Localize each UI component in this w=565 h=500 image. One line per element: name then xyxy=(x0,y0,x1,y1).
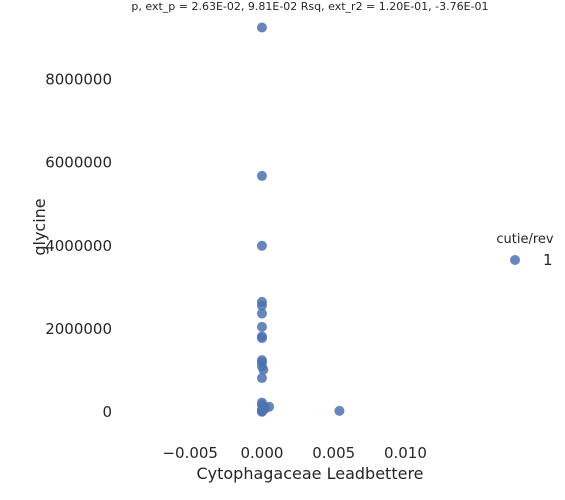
x-tick-label: 0.000 xyxy=(240,444,283,462)
x-axis-ticks: −0.005 0.000 0.005 0.010 xyxy=(162,444,426,462)
data-point xyxy=(256,406,267,417)
legend-title: cutie/rev xyxy=(496,232,554,247)
y-tick-label: 8000000 xyxy=(45,70,112,88)
y-axis-ticks: 0 2000000 4000000 6000000 8000000 xyxy=(45,70,112,421)
data-point xyxy=(256,240,267,251)
legend-marker xyxy=(510,255,520,265)
data-point xyxy=(256,22,267,33)
legend-entry-label: 1 xyxy=(543,251,553,269)
x-tick-label: 0.010 xyxy=(384,444,427,462)
data-point xyxy=(256,373,267,384)
data-point xyxy=(256,300,267,311)
data-point xyxy=(256,321,267,332)
x-tick-label: −0.005 xyxy=(162,444,218,462)
y-tick-label: 4000000 xyxy=(45,237,112,255)
y-tick-label: 6000000 xyxy=(45,154,112,172)
y-tick-label: 0 xyxy=(102,403,112,421)
data-point xyxy=(256,333,267,344)
y-tick-label: 2000000 xyxy=(45,320,112,338)
data-point xyxy=(334,405,345,416)
data-point xyxy=(256,308,267,319)
data-points xyxy=(256,22,345,417)
x-tick-label: 0.005 xyxy=(312,444,355,462)
x-axis-label: Cytophagaceae Leadbettere xyxy=(196,464,423,483)
legend: cutie/rev 1 xyxy=(496,232,554,269)
data-point xyxy=(258,364,269,375)
data-point xyxy=(256,170,267,181)
data-point xyxy=(264,401,275,412)
y-axis-label: glycine xyxy=(30,198,49,255)
chart-title: p, ext_p = 2.63E-02, 9.81E-02 Rsq, ext_r… xyxy=(131,0,488,13)
